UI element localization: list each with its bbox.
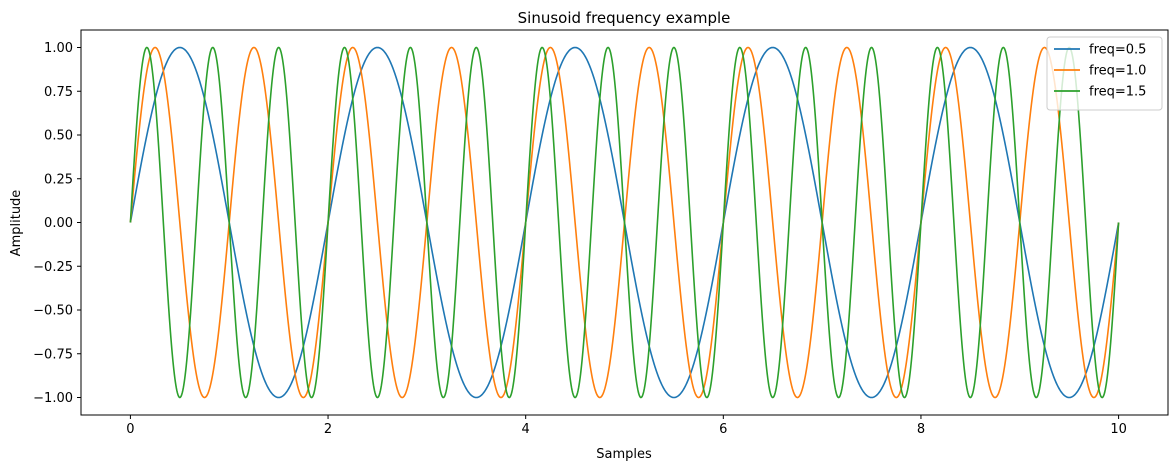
x-tick-label: 2 xyxy=(324,422,332,437)
x-axis-title: Samples xyxy=(596,447,652,462)
legend: freq=0.5 freq=1.0 freq=1.5 xyxy=(1046,36,1163,111)
y-tick-label: −0.50 xyxy=(33,304,73,319)
x-tick-label: 0 xyxy=(126,422,134,437)
x-axis: 0 2 4 6 8 10 xyxy=(126,415,1127,437)
x-tick-label: 10 xyxy=(1110,422,1127,437)
legend-label: freq=1.0 xyxy=(1089,64,1146,79)
chart-title: Sinusoid frequency example xyxy=(518,9,731,27)
x-tick-label: 8 xyxy=(917,422,925,437)
legend-label: freq=0.5 xyxy=(1089,43,1146,58)
plot-area xyxy=(129,46,1120,399)
x-tick-label: 6 xyxy=(719,422,727,437)
y-tick-label: 1.00 xyxy=(44,41,73,56)
y-axis-title: Amplitude xyxy=(9,190,24,257)
y-tick-label: 0.25 xyxy=(44,172,73,187)
y-tick-label: 0.75 xyxy=(44,85,73,100)
y-tick-label: 0.50 xyxy=(44,129,73,144)
y-axis: 1.00 0.75 0.50 0.25 0.00 −0.25 −0.50 −0.75 −1.00 xyxy=(33,41,81,406)
series-line-3 xyxy=(129,46,1120,399)
x-tick-label: 4 xyxy=(522,422,530,437)
y-tick-label: −0.75 xyxy=(33,347,73,362)
y-tick-label: −1.00 xyxy=(33,391,73,406)
y-tick-label: −0.25 xyxy=(33,260,73,275)
y-tick-label: 0.00 xyxy=(44,216,73,231)
legend-label: freq=1.5 xyxy=(1089,85,1146,100)
